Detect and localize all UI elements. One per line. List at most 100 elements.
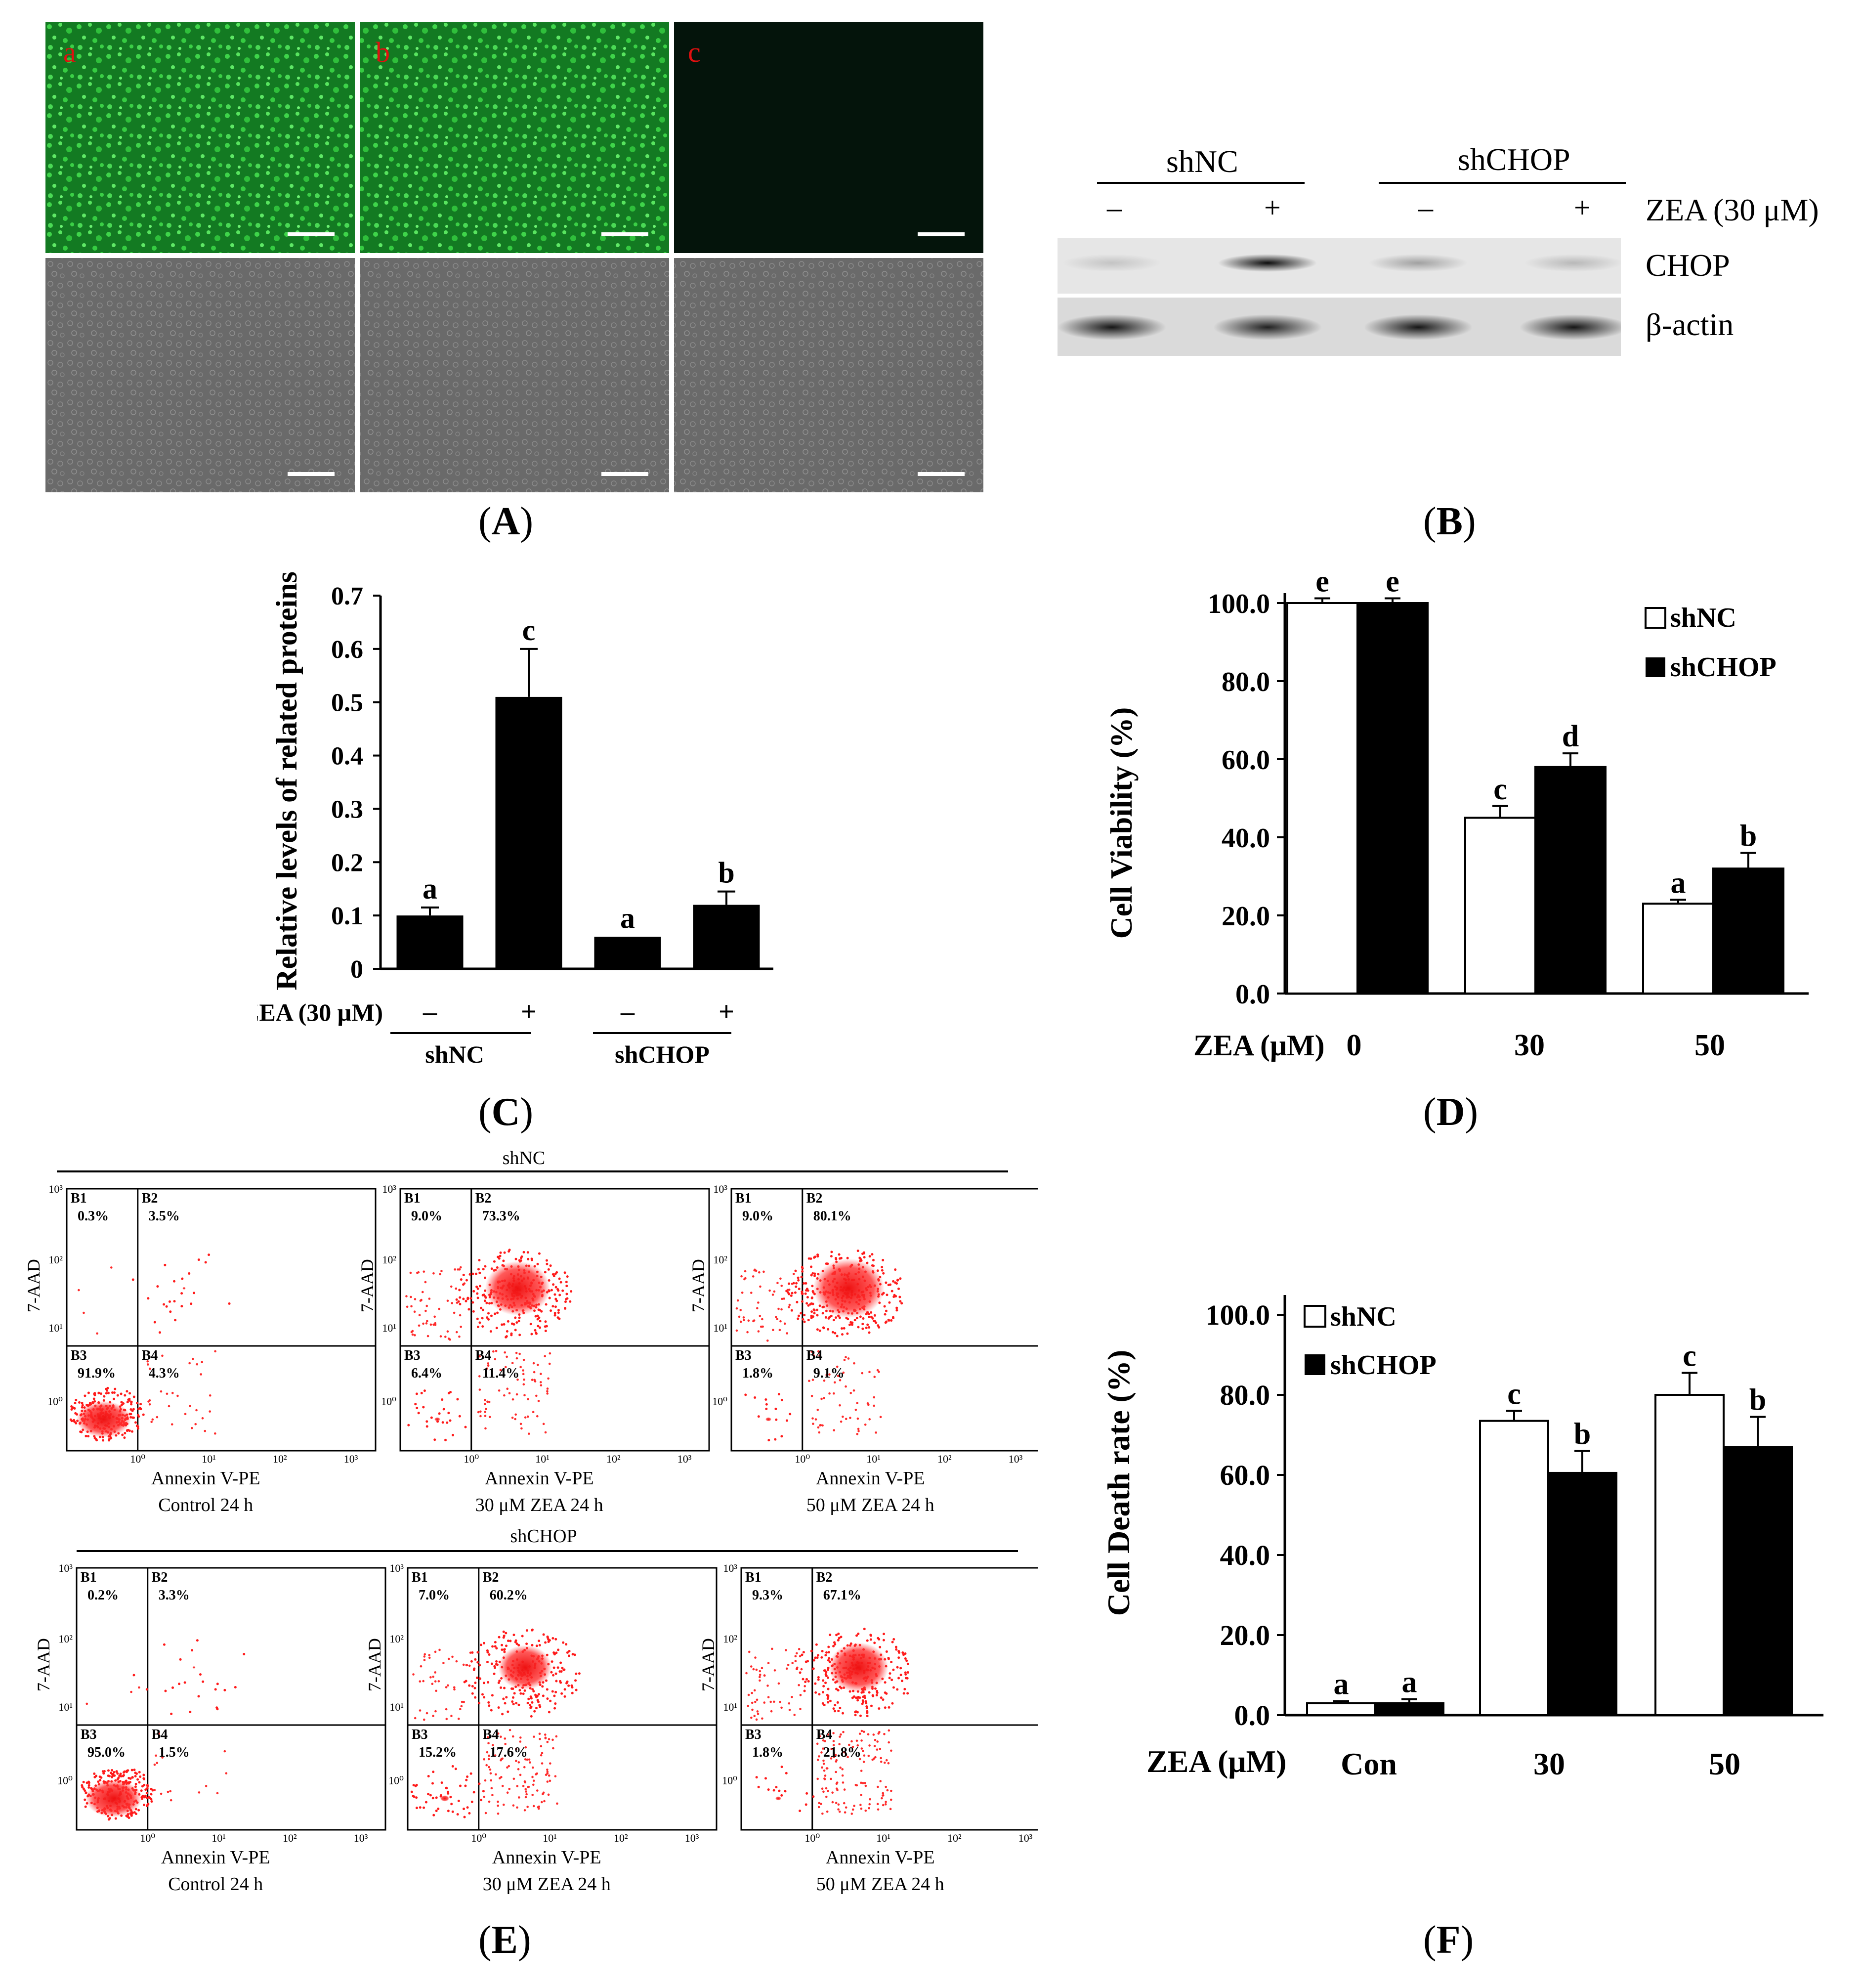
micrograph-bright-a: [45, 258, 355, 492]
flow-xaxis-label: Annexin V-PE: [161, 1847, 270, 1868]
flow-xtick-label: 10¹: [876, 1832, 890, 1844]
western-treat-2: +: [1264, 191, 1281, 224]
chart-c-group-shchop: shCHOP: [615, 1040, 710, 1068]
chart-d-ytick-label: 0.0: [1235, 979, 1270, 1010]
chart-d-letter: b: [1740, 820, 1757, 853]
western-band-actin: [1364, 314, 1473, 340]
chart-c-group-shnc: shNC: [425, 1040, 484, 1068]
flow-xtick-label: 10⁰: [795, 1453, 810, 1465]
flow-xtick-label: 10²: [614, 1832, 628, 1844]
panel-label-d: (D): [1423, 1090, 1479, 1134]
flow-quadrant-value: 91.9%: [78, 1366, 116, 1381]
flow-ytick-label: 10⁰: [47, 1395, 63, 1407]
flow-dots: [81, 1639, 246, 1821]
micrograph-fluor-b: [360, 22, 669, 253]
flow-xtick-label: 10⁰: [464, 1453, 479, 1465]
flow-ytick-label: 10¹: [48, 1322, 63, 1334]
flow-quadrant-label: B2: [142, 1191, 158, 1206]
flow-caption: Control 24 h: [158, 1495, 253, 1515]
western-group-shchop: shCHOP: [1458, 142, 1570, 177]
flow-yaxis-label: 7-AAD: [34, 1638, 53, 1691]
flow-quadrant-label: B2: [152, 1570, 168, 1585]
flow-quadrant-value: 1.8%: [742, 1366, 773, 1381]
flow-ytick-label: 10⁰: [722, 1774, 737, 1786]
flow-yaxis-label: 7-AAD: [357, 1259, 377, 1312]
flow-quadrant-value: 80.1%: [813, 1209, 851, 1224]
flow-quadrant-value: 9.1%: [813, 1366, 845, 1381]
flow-quadrant-value: 1.8%: [752, 1745, 783, 1760]
flow-dots: [405, 1249, 573, 1441]
flow-xaxis-label: Annexin V-PE: [492, 1847, 601, 1868]
flow-quadrant-value: 3.5%: [149, 1209, 180, 1224]
chart-d-ylabel: Cell Viability (%): [1105, 707, 1139, 939]
flow-plot: B1 9.0% B2 73.3% B3 6.4% B4 11.4% 10³ 10² 10¹ 10⁰ 10…: [357, 1183, 710, 1515]
flow-plot: B1 0.2% B2 3.3% B3 95.0% B4 1.5% 10³ 10² 10¹ 10⁰ 10⁰…: [34, 1562, 386, 1895]
western-band-chop: [1062, 254, 1161, 272]
chart-c-treatment: –: [423, 996, 437, 1027]
flow-plot: B1 7.0% B2 60.2% B3 15.2% B4 17.6% 10³ 10² 10¹ 10⁰ 1…: [365, 1562, 718, 1895]
chart-f-bar: [1547, 1471, 1617, 1716]
flow-quadrant-value: 7.0%: [419, 1588, 450, 1603]
flow-xtick-label: 10¹: [202, 1453, 216, 1465]
chart-f-ylabel: Cell Death rate (%): [1101, 1350, 1136, 1616]
flow-quadrant-label: B1: [735, 1191, 752, 1206]
chart-d-xlabel: ZEA (μM): [1193, 1029, 1325, 1062]
western-treat-4: +: [1574, 191, 1591, 224]
micrograph-bright-c: [674, 258, 983, 492]
chart-c-ytick-label: 0.7: [331, 582, 363, 610]
chart-d-bar: [1464, 817, 1536, 994]
panel-label-b: (B): [1423, 500, 1476, 543]
flow-quadrant-label: B4: [142, 1348, 158, 1363]
western-band-chop: [1218, 254, 1317, 272]
flow-cytometry: shNC shCHOP B1 0.3% B2 3.5% B3 91.9% B4 4.3% 10³…: [24, 1148, 1051, 1895]
flow-yaxis-label: 7-AAD: [698, 1638, 718, 1691]
western-band-label-actin: β-actin: [1646, 307, 1734, 342]
flow-yaxis-label: 7-AAD: [365, 1638, 384, 1691]
flow-quadrant-label: B4: [475, 1348, 492, 1363]
flow-quadrant-value: 1.5%: [159, 1745, 190, 1760]
chart-d-letter: c: [1493, 773, 1507, 806]
flow-xtick-label: 10²: [606, 1453, 621, 1465]
flow-xtick-label: 10³: [1018, 1832, 1033, 1844]
flow-ytick-label: 10³: [48, 1183, 63, 1195]
chart-c: Relative levels of related proteins 0 0.1…: [243, 571, 773, 1068]
flow-dots: [69, 1253, 231, 1442]
chart-d-letter: e: [1386, 565, 1399, 599]
flow-xtick-label: 10⁰: [471, 1832, 486, 1844]
flow-dots: [410, 1628, 581, 1818]
micrograph-bright-b: [360, 258, 669, 492]
panel-a-micrographs: [45, 22, 983, 492]
flow-quadrant-value: 9.0%: [742, 1209, 773, 1224]
flow-xtick-label: 10²: [947, 1832, 962, 1844]
chart-f-category: 50: [1709, 1746, 1740, 1781]
flow-xaxis-label: Annexin V-PE: [485, 1468, 594, 1489]
flow-xtick-label: 10³: [354, 1832, 368, 1844]
chart-f-legend-swatch-shnc: [1304, 1305, 1326, 1328]
flow-quadrant-value: 0.2%: [87, 1588, 119, 1603]
flow-ytick-label: 10⁰: [712, 1395, 727, 1407]
western-group-shnc: shNC: [1166, 144, 1238, 179]
flow-xtick-label: 10¹: [535, 1453, 550, 1465]
flow-ytick-label: 10¹: [382, 1322, 396, 1334]
flow-xtick-label: 10²: [283, 1832, 297, 1844]
micrograph-label-c: c: [688, 36, 701, 68]
panel-label-a: (A): [478, 500, 534, 543]
flow-quadrant-label: B1: [71, 1191, 87, 1206]
chart-d-letter: e: [1315, 565, 1329, 599]
flow-quadrant-label: B3: [71, 1348, 87, 1363]
flow-quadrant-label: B1: [81, 1570, 97, 1585]
chart-c-letter: c: [522, 614, 536, 647]
flow-xtick-label: 10²: [937, 1453, 952, 1465]
flow-xtick-label: 10³: [344, 1453, 358, 1465]
chart-d-ytick-label: 60.0: [1222, 745, 1270, 776]
flow-ytick-label: 10¹: [389, 1701, 404, 1713]
panel-b: shNC shCHOP – + – + ZEA (30 μM) CHOP β-a…: [1058, 142, 1848, 376]
chart-f-ytick-label: 40.0: [1220, 1539, 1270, 1571]
flow-quadrant-value: 21.8%: [823, 1745, 861, 1760]
flow-xtick-label: 10¹: [212, 1832, 226, 1844]
western-blot: [1058, 238, 1621, 356]
flow-ytick-label: 10¹: [723, 1701, 737, 1713]
chart-c-letter: a: [423, 872, 437, 905]
chart-d-legend-label-shchop: shCHOP: [1670, 652, 1777, 683]
flow-quadrant-label: B3: [745, 1727, 762, 1742]
